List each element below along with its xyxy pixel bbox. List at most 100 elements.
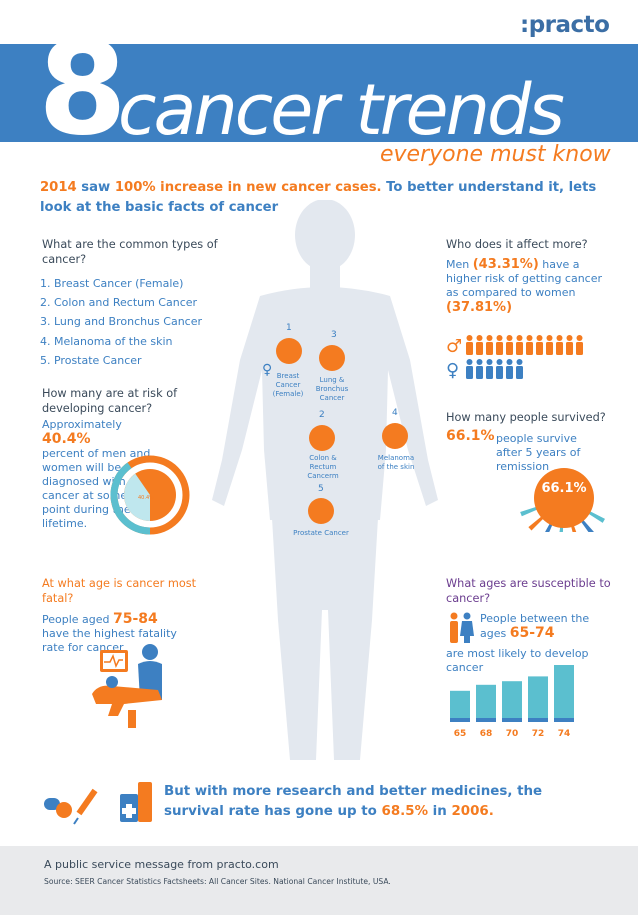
risk-text: Approximately 40.4% percent of men and wo…: [42, 418, 152, 531]
practo-logo[interactable]: :practo: [520, 12, 610, 38]
list-item: 4. Melanoma of the skin: [40, 334, 173, 348]
doctor-patient-illustration: [92, 644, 162, 728]
who-text: Men (43.31%) have a higher risk of getti…: [446, 258, 616, 300]
cancer-types-list: 1. Breast Cancer (Female) 2. Colon and R…: [40, 274, 230, 370]
organ-label-2: Colon & Rectum Cancerm: [307, 454, 339, 480]
body-silhouette: [212, 200, 438, 760]
person-icon: [486, 335, 493, 355]
organ-number-3: 3: [331, 330, 337, 340]
women-percent: (37.81%): [446, 300, 513, 315]
prostate-icon: [308, 498, 334, 524]
person-icon: [466, 359, 473, 379]
ages-line1: People between the ages: [480, 612, 590, 640]
fatal-heading: At what age is cancer most fatal?: [42, 577, 197, 605]
risk-slice: [123, 473, 150, 521]
skin-icon: [382, 423, 408, 449]
risk-prefix: Approximately: [42, 418, 122, 431]
footer-year: 2006.: [451, 804, 494, 819]
footer-band: [0, 846, 638, 915]
age-bar-label: 70: [506, 729, 519, 739]
organ-number-4: 4: [392, 408, 398, 418]
men-pictogram-row: ♂: [446, 335, 583, 356]
male-symbol-icon: ♂: [446, 336, 462, 356]
survival-message: But with more research and better medici…: [164, 782, 604, 822]
organ-number-5: 5: [318, 484, 324, 494]
person-icon: [556, 335, 563, 355]
public-service-message[interactable]: A public service message from practo.com: [44, 858, 279, 871]
pills-icon: [44, 798, 72, 818]
person-icon: [506, 335, 513, 355]
footer-pct: 68.5%: [381, 804, 429, 819]
person-icon: [566, 335, 573, 355]
list-item: 5. Prostate Cancer: [40, 353, 142, 367]
intro-rest: To better understand it, lets look at th…: [40, 180, 597, 215]
intro-year: 2014: [40, 180, 77, 195]
women-figures: [466, 359, 523, 379]
person-icon: [516, 359, 523, 379]
age-bar-label: 68: [480, 729, 493, 739]
age-bar-base: [502, 718, 522, 722]
risk-arc: [110, 462, 151, 535]
lungs-icon: [319, 345, 345, 371]
fatal-ages: 75-84: [113, 611, 158, 627]
medicine-icons: [44, 782, 152, 825]
survival-badge: 66.1%: [541, 481, 586, 496]
person-icon: [496, 359, 503, 379]
intro-text: 2014 saw 100% increase in new cancer cas…: [40, 178, 600, 218]
age-bar-base: [554, 718, 574, 722]
age-bar-label: 72: [532, 729, 545, 739]
organ-label-5: Prostate Cancer: [293, 529, 349, 537]
person-icon: [536, 335, 543, 355]
ages-text-1: People between the ages 65-74: [480, 612, 600, 641]
organ-number-1: 1: [286, 323, 292, 333]
survival-sunburst: 66.1%: [520, 468, 605, 532]
organ-label-1: Breast Cancer (Female): [272, 372, 304, 398]
risk-percent: 40.4%: [42, 431, 91, 447]
men-percent: (43.31%): [472, 257, 539, 272]
person-icon: [506, 359, 513, 379]
age-bars: 65 68 70 72 74: [450, 665, 574, 739]
age-bar-label: 74: [558, 729, 571, 739]
age-bar-base: [450, 718, 470, 722]
men-figures: [466, 335, 583, 355]
donut-label: 40.4%: [138, 495, 154, 501]
colon-icon: [309, 425, 335, 451]
risk-heading: How many are at risk of developing cance…: [42, 387, 178, 415]
breast-icon: [276, 338, 302, 364]
person-icon: [476, 335, 483, 355]
fatal-prefix: People aged: [42, 613, 114, 626]
survived-heading: How many people survived?: [446, 411, 606, 424]
person-icon: [496, 335, 503, 355]
source-citation: Source: SEER Cancer Statistics Factsheet…: [44, 877, 391, 886]
who-body: have a higher risk of getting cancer as …: [446, 258, 603, 299]
organ-label-4: Melanoma of the skin: [377, 454, 415, 471]
age-bar-base: [528, 718, 548, 722]
who-heading: Who does it affect more?: [446, 238, 588, 251]
risk-donut-chart: 40.4%: [110, 455, 190, 535]
organ-label-3: Lung & Bronchus Cancer: [315, 376, 349, 402]
person-icon: [576, 335, 583, 355]
footer-msg-a: But with more research and better medici…: [164, 784, 543, 819]
survived-text: people survive after 5 years of remissio…: [496, 432, 581, 473]
types-heading: What are the common types of cancer?: [42, 238, 218, 266]
age-bar: [502, 681, 522, 722]
list-item: 3. Lung and Bronchus Cancer: [40, 315, 203, 329]
list-item: 1. Breast Cancer (Female): [40, 277, 184, 290]
age-bar-chart: 65 68 70 72 74: [450, 665, 574, 739]
female-symbol-icon: ♀: [262, 362, 273, 378]
person-icon: [486, 359, 493, 379]
women-pictogram-row: ♀: [446, 359, 523, 380]
intro-saw: saw: [76, 180, 115, 195]
person-icon: [466, 335, 473, 355]
person-icon: [546, 335, 553, 355]
page-subtitle: everyone must know: [380, 142, 611, 167]
title-band: [0, 44, 638, 142]
ages-text-2: are most likely to develop cancer: [446, 647, 589, 674]
person-icon: [476, 359, 483, 379]
survived-percent: 66.1%: [446, 428, 495, 444]
footer-msg-b: in: [428, 804, 452, 819]
ages-range: 65-74: [509, 625, 555, 641]
female-symbol-icon: ♀: [446, 360, 459, 380]
age-bar-base: [476, 718, 496, 722]
person-icon: [526, 335, 533, 355]
